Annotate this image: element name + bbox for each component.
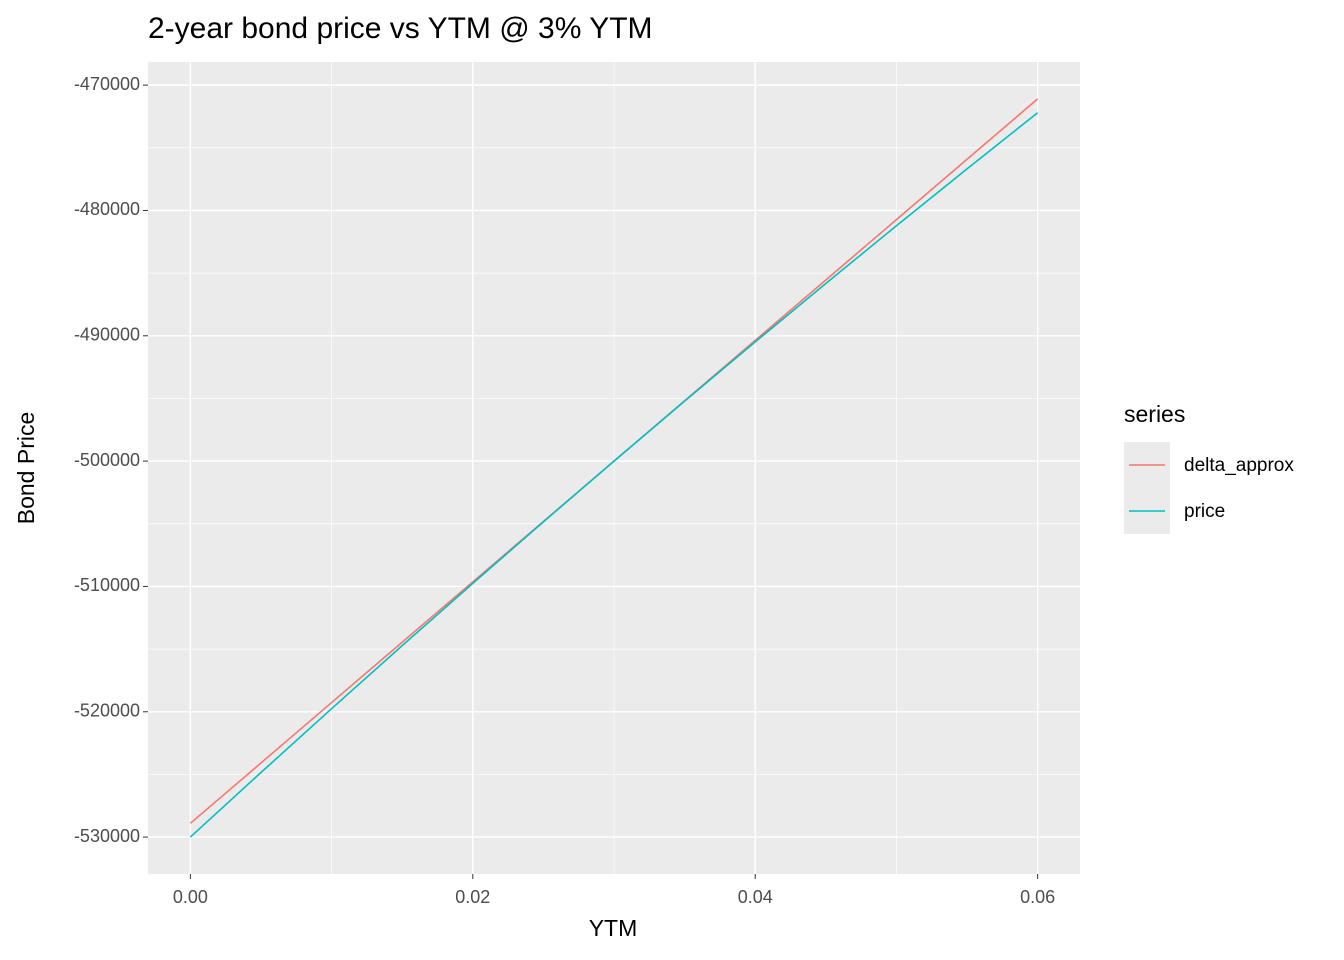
- chart-title: 2-year bond price vs YTM @ 3% YTM: [148, 12, 653, 45]
- y-tick-label: -500000: [74, 450, 140, 470]
- y-tick-label: -510000: [74, 575, 140, 595]
- legend-title: series: [1124, 401, 1185, 427]
- y-tick-label: -480000: [74, 199, 140, 219]
- legend-label: price: [1184, 501, 1225, 522]
- x-tick-label: 0.00: [173, 887, 208, 907]
- y-tick-label: -520000: [74, 701, 140, 721]
- x-tick-label: 0.06: [1020, 887, 1055, 907]
- x-tick-label: 0.04: [738, 887, 773, 907]
- y-axis-title: Bond Price: [13, 412, 39, 525]
- x-tick-label: 0.02: [455, 887, 490, 907]
- legend-label: delta_approx: [1184, 455, 1294, 476]
- y-tick-label: -470000: [74, 74, 140, 94]
- x-axis-title: YTM: [589, 915, 638, 941]
- series-line: [189, 112, 1039, 838]
- y-tick-label: -530000: [74, 826, 140, 846]
- y-tick-label: -490000: [74, 325, 140, 345]
